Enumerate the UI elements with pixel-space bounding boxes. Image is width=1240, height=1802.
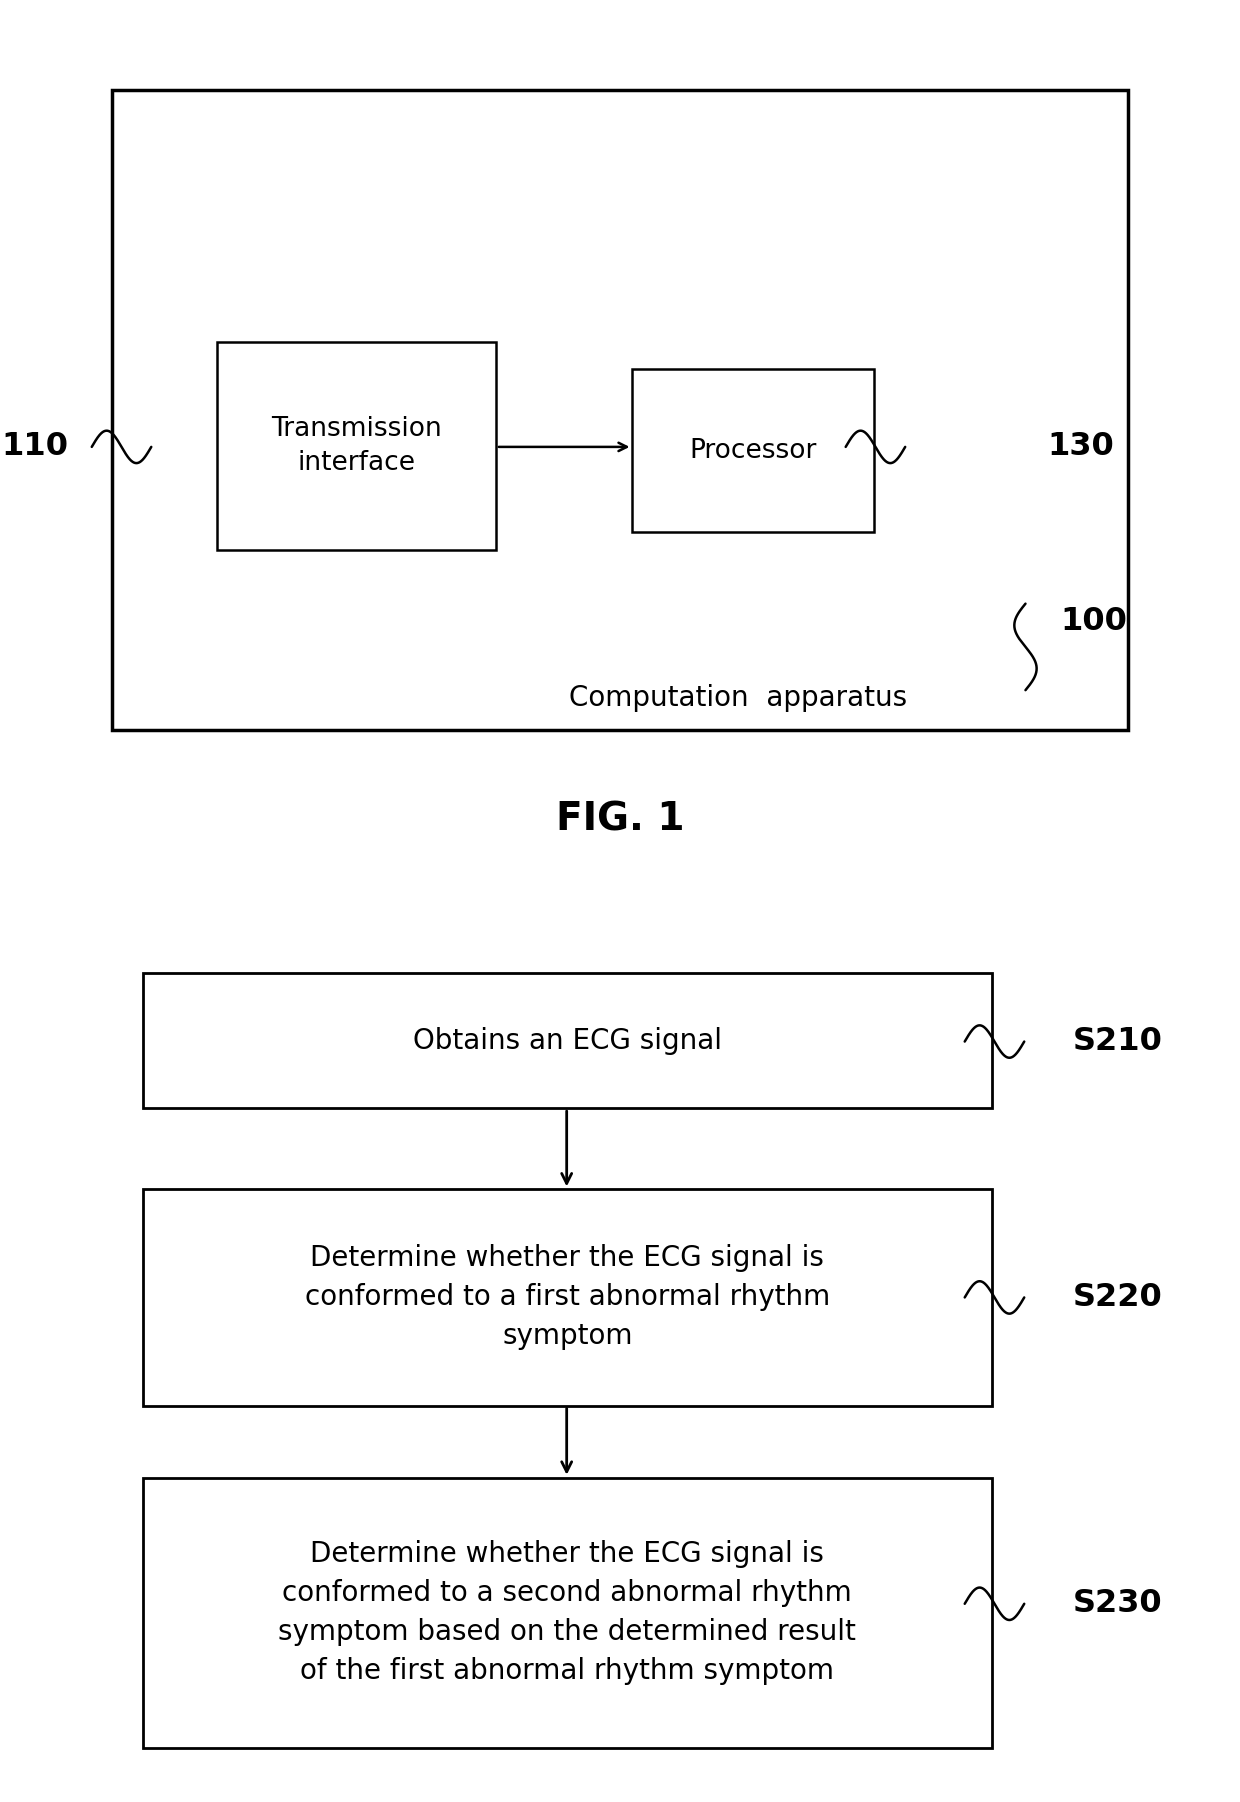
Text: 130: 130 bbox=[1048, 431, 1115, 463]
FancyBboxPatch shape bbox=[143, 973, 992, 1108]
Text: Determine whether the ECG signal is
conformed to a second abnormal rhythm
sympto: Determine whether the ECG signal is conf… bbox=[278, 1541, 857, 1685]
Text: Determine whether the ECG signal is
conformed to a first abnormal rhythm
symptom: Determine whether the ECG signal is conf… bbox=[305, 1245, 830, 1350]
FancyBboxPatch shape bbox=[143, 1189, 992, 1406]
FancyBboxPatch shape bbox=[217, 342, 496, 550]
Text: S230: S230 bbox=[1073, 1588, 1162, 1620]
Text: Processor: Processor bbox=[689, 438, 817, 463]
Text: Transmission
interface: Transmission interface bbox=[272, 416, 441, 476]
FancyBboxPatch shape bbox=[112, 90, 1128, 730]
Text: 100: 100 bbox=[1060, 605, 1127, 638]
Text: Computation  apparatus: Computation apparatus bbox=[569, 683, 906, 712]
Text: S220: S220 bbox=[1073, 1281, 1162, 1314]
Text: 110: 110 bbox=[1, 431, 68, 463]
FancyBboxPatch shape bbox=[143, 1478, 992, 1748]
FancyBboxPatch shape bbox=[632, 369, 874, 532]
Text: S210: S210 bbox=[1073, 1025, 1162, 1058]
Text: Obtains an ECG signal: Obtains an ECG signal bbox=[413, 1027, 722, 1054]
Text: FIG. 1: FIG. 1 bbox=[556, 800, 684, 840]
